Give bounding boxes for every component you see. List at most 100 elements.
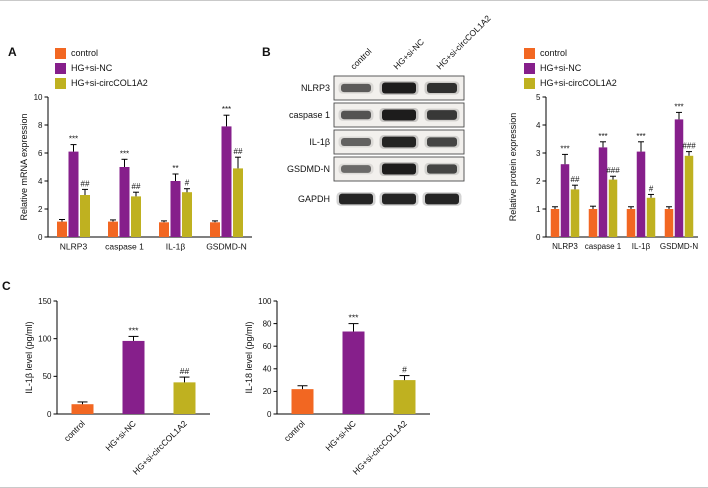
legend-item: HG+si-circCOL1A2 <box>524 78 617 89</box>
x-category-label: control <box>62 418 87 443</box>
legend-label: control <box>71 48 99 58</box>
y-axis-title: Relative mRNA expression <box>19 113 29 220</box>
bar <box>131 196 141 237</box>
significance-label: # <box>649 184 654 193</box>
blot-band <box>382 163 416 175</box>
chart-svg: 0 1 2 3 4 5 Relative protein expression *** ## NL… <box>508 93 698 251</box>
y-tick-label: 2 <box>38 205 43 214</box>
y-tick-label: 20 <box>263 387 272 396</box>
panel-label-a: A <box>8 45 17 59</box>
chart-svg: 0 2 4 6 8 10 Relative mRNA expression *** ## NLRP… <box>19 93 252 252</box>
bar <box>291 389 314 414</box>
bar <box>68 151 79 237</box>
panel-label-b: B <box>262 45 271 59</box>
significance-label: *** <box>69 135 78 144</box>
bar <box>119 167 130 237</box>
blot-row-label: caspase 1 <box>289 110 330 120</box>
significance-label: *** <box>636 132 645 141</box>
y-tick-label: 80 <box>263 319 272 328</box>
blot-band <box>427 137 457 147</box>
blot-band <box>339 193 373 205</box>
bar <box>71 404 94 414</box>
y-axis-title: IL-18 level (pg/ml) <box>244 321 254 393</box>
legend-swatch-icon <box>55 63 66 74</box>
x-category-label: caspase 1 <box>585 242 622 251</box>
blot-band <box>427 110 457 120</box>
legend-swatch-icon <box>55 48 66 59</box>
bar <box>108 221 118 237</box>
significance-label: ## <box>234 147 243 156</box>
bar <box>646 197 656 237</box>
legend-label: HG+si-NC <box>540 63 582 73</box>
significance-label: *** <box>222 105 231 114</box>
x-category-label: IL-1β <box>632 242 651 251</box>
legend-label: HG+si-circCOL1A2 <box>71 78 148 88</box>
x-category-label: GSDMD-N <box>660 242 698 251</box>
legend-label: HG+si-NC <box>71 63 113 73</box>
y-tick-label: 2 <box>536 177 541 186</box>
x-category-label: HG+si-circCOL1A2 <box>351 418 410 477</box>
y-tick-label: 5 <box>536 93 541 102</box>
legend-panel-b: control HG+si-NC HG+si-circCOL1A2 <box>524 48 617 89</box>
legend-item: HG+si-NC <box>524 63 617 74</box>
significance-label: *** <box>129 325 140 335</box>
bar <box>342 331 365 414</box>
y-tick-label: 100 <box>258 297 272 306</box>
bar <box>221 126 232 237</box>
bar <box>233 168 243 237</box>
chart-il1b-level: 0 50 100 150 IL-1β level (pg/ml) control *** HG… <box>22 292 222 484</box>
bar <box>588 209 598 237</box>
y-tick-label: 150 <box>38 297 52 306</box>
y-tick-label: 100 <box>38 334 52 343</box>
y-tick-label: 0 <box>267 410 272 419</box>
significance-label: *** <box>560 144 569 153</box>
y-tick-label: 1 <box>536 205 541 214</box>
blot-band <box>382 193 416 205</box>
chart-il18-level: 0 20 40 60 80 100 IL-18 level (pg/ml) control **… <box>242 292 442 484</box>
significance-label: ** <box>172 164 178 173</box>
legend-label: HG+si-circCOL1A2 <box>540 78 617 88</box>
legend-item: control <box>55 48 148 59</box>
x-category-label: HG+si-NC <box>323 418 358 453</box>
blot-band <box>382 82 416 94</box>
y-tick-label: 60 <box>263 342 272 351</box>
blot-band <box>427 82 457 94</box>
chart-svg: 0 20 40 60 80 100 IL-18 level (pg/ml) control **… <box>244 297 430 477</box>
legend-label: control <box>540 48 568 58</box>
significance-label: # <box>402 365 407 375</box>
y-tick-label: 0 <box>47 410 52 419</box>
legend-panel-a: control HG+si-NC HG+si-circCOL1A2 <box>55 48 148 89</box>
bar <box>560 164 570 237</box>
significance-label: *** <box>598 132 607 141</box>
significance-label: ## <box>132 182 141 191</box>
bar <box>684 155 694 237</box>
chart-svg: 0 50 100 150 IL-1β level (pg/ml) control *** HG… <box>24 297 210 477</box>
chart-protein-expression: 0 1 2 3 4 5 Relative protein expression *** ## NL… <box>508 88 706 256</box>
blot-row-label: GAPDH <box>298 194 330 204</box>
bar <box>393 380 416 414</box>
bar <box>626 209 636 237</box>
legend-swatch-icon <box>524 48 535 59</box>
bar <box>210 222 220 237</box>
y-tick-label: 6 <box>38 149 43 158</box>
bar <box>598 147 608 237</box>
bar <box>182 192 192 237</box>
significance-label: *** <box>349 313 360 323</box>
legend-swatch-icon <box>524 63 535 74</box>
x-category-label: HG+si-NC <box>103 418 138 453</box>
y-tick-label: 0 <box>536 233 541 242</box>
significance-label: ## <box>571 175 580 184</box>
bar <box>550 209 560 237</box>
x-category-label: caspase 1 <box>105 242 144 252</box>
bar <box>170 181 181 237</box>
bar <box>608 179 618 237</box>
blot-band <box>341 83 371 93</box>
blot-svg: control HG+si-NC HG+si-circCOL1A2 NLRP3 casp… <box>287 13 493 206</box>
significance-label: *** <box>120 149 129 158</box>
y-tick-label: 50 <box>43 372 52 381</box>
chart-mrna-expression: 0 2 4 6 8 10 Relative mRNA expression *** ## NLRP… <box>14 88 262 256</box>
western-blot: control HG+si-NC HG+si-circCOL1A2 NLRP3 casp… <box>270 4 530 216</box>
blot-band <box>427 164 457 174</box>
significance-label: ## <box>180 366 190 376</box>
